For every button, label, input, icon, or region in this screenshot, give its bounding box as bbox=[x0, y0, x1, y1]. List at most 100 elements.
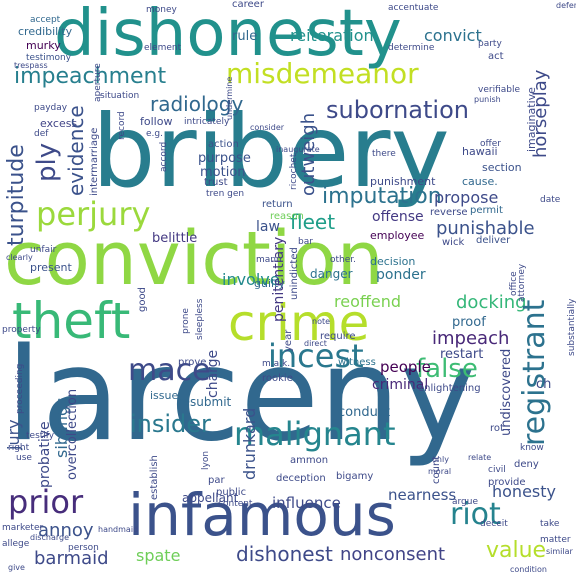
word: issue bbox=[150, 389, 179, 402]
word: conduct bbox=[338, 405, 391, 420]
word: law bbox=[256, 219, 280, 235]
word: public bbox=[216, 487, 247, 498]
word: criminal bbox=[372, 377, 429, 393]
word: appellant bbox=[182, 491, 239, 505]
word: similar bbox=[546, 547, 573, 556]
word: allege bbox=[2, 539, 30, 549]
word: turpitude bbox=[4, 144, 29, 246]
word: discharge bbox=[30, 533, 69, 542]
word: theft bbox=[12, 292, 131, 350]
word: mann bbox=[256, 255, 282, 265]
word: decision bbox=[370, 255, 416, 268]
word: barmaid bbox=[34, 548, 109, 569]
word: mace bbox=[128, 353, 211, 388]
word: motion bbox=[200, 165, 246, 180]
word: determine bbox=[388, 43, 435, 53]
word: note bbox=[312, 317, 331, 326]
word: witness bbox=[338, 357, 376, 368]
word: relate bbox=[468, 453, 492, 462]
word: def bbox=[34, 129, 49, 139]
word: impeach bbox=[432, 328, 510, 349]
word: defense bbox=[556, 1, 576, 10]
word: outweigh bbox=[298, 112, 319, 196]
word: convict bbox=[424, 26, 482, 45]
word: deliver bbox=[476, 235, 511, 246]
word: consider bbox=[250, 123, 285, 132]
word: resubmit bbox=[178, 395, 232, 409]
word: annoy bbox=[38, 520, 94, 541]
word: cause. bbox=[462, 175, 498, 188]
word: jury bbox=[4, 419, 23, 450]
word: overcollection bbox=[65, 388, 80, 480]
word: take bbox=[540, 519, 560, 529]
word: perjury bbox=[36, 195, 151, 233]
word: permit bbox=[470, 205, 503, 216]
word: spate bbox=[136, 546, 181, 565]
word: probative bbox=[37, 421, 53, 488]
word: other. bbox=[330, 255, 357, 265]
word: dishonesty bbox=[54, 0, 402, 71]
word: propose bbox=[434, 188, 499, 207]
word: influence bbox=[272, 494, 341, 512]
word: office bbox=[509, 271, 519, 296]
word: return bbox=[262, 199, 293, 210]
word: conviction bbox=[4, 216, 384, 302]
word: argue bbox=[452, 497, 479, 507]
word: element bbox=[144, 43, 182, 53]
word: reason bbox=[270, 211, 304, 222]
word: punish bbox=[474, 95, 501, 104]
word: dishonest bbox=[236, 542, 333, 566]
word: marketer bbox=[2, 523, 44, 533]
word: verifiable bbox=[478, 85, 520, 95]
word: civil bbox=[488, 465, 506, 475]
word: lyon bbox=[201, 450, 211, 470]
word: credibility bbox=[18, 25, 73, 38]
word: bigamy bbox=[336, 471, 374, 482]
word: section bbox=[482, 161, 522, 174]
word: nonconsent bbox=[340, 544, 446, 565]
word: belittle bbox=[152, 231, 198, 246]
word: involve bbox=[222, 270, 280, 289]
word: m.a.k. bbox=[262, 359, 291, 369]
word: give bbox=[8, 563, 25, 572]
word: undiscovered bbox=[499, 348, 514, 436]
word: deny bbox=[514, 459, 539, 470]
word: misdemeanor bbox=[226, 57, 419, 90]
word: follow bbox=[140, 115, 173, 128]
word: proceeding bbox=[15, 363, 25, 414]
word: accept bbox=[30, 15, 61, 25]
word: trust bbox=[204, 177, 228, 188]
word: radiology bbox=[150, 92, 244, 116]
word: good bbox=[137, 287, 148, 312]
word: provide bbox=[488, 477, 526, 488]
word: prone bbox=[181, 308, 191, 334]
word: bribery bbox=[92, 93, 450, 210]
word: count bbox=[431, 455, 442, 484]
word: impeachment bbox=[14, 64, 167, 89]
word: intricately bbox=[184, 117, 230, 127]
word: ponder bbox=[376, 267, 426, 283]
word: there bbox=[372, 149, 396, 159]
word: insider bbox=[130, 410, 211, 438]
word: guilty bbox=[254, 277, 285, 290]
word: prove bbox=[178, 357, 207, 368]
word: deceit bbox=[480, 519, 508, 529]
word: enlightening bbox=[418, 383, 481, 394]
word: matter bbox=[540, 535, 571, 545]
word: party bbox=[478, 39, 502, 49]
word: drunkard bbox=[240, 407, 259, 480]
word: incest bbox=[268, 337, 364, 375]
word: trespass bbox=[14, 61, 48, 70]
word: content bbox=[218, 499, 253, 509]
word: rule bbox=[232, 29, 258, 44]
word: condition bbox=[510, 565, 547, 574]
word: offense bbox=[372, 209, 424, 225]
word: know bbox=[520, 443, 544, 453]
word: act bbox=[488, 51, 504, 62]
word: danger bbox=[310, 267, 353, 281]
word: bar bbox=[298, 237, 313, 247]
word: only bbox=[432, 455, 449, 464]
word: subornation bbox=[326, 96, 469, 124]
word: excess bbox=[40, 117, 78, 130]
